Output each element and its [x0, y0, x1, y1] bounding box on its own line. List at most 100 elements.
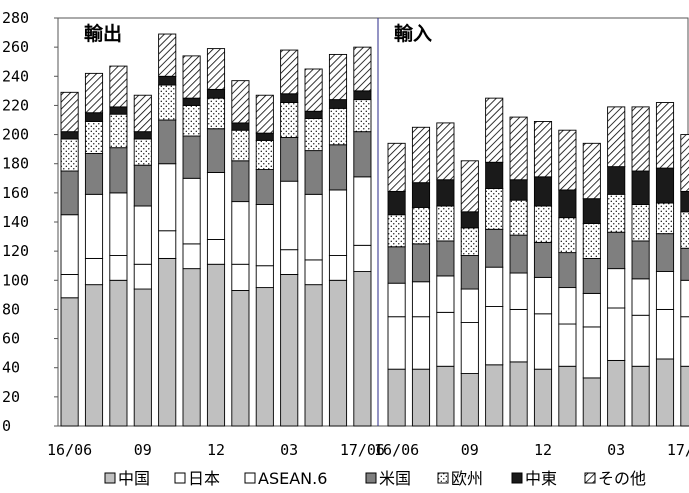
- bar-segment: [255, 287, 274, 427]
- bar-segment: [680, 247, 689, 281]
- bar-segment: [231, 129, 250, 162]
- bar-segment: [485, 161, 504, 189]
- bar-segment: [304, 284, 323, 427]
- y-tick-label: 40: [2, 359, 20, 377]
- bar-segment: [655, 102, 675, 169]
- bar-segment: [255, 204, 274, 267]
- bar-segment: [582, 326, 601, 379]
- bar-segment: [485, 266, 504, 307]
- bar-segment: [655, 308, 675, 360]
- bar-segment: [84, 257, 104, 286]
- bar-segment: [304, 118, 323, 152]
- legend-swatch: [365, 472, 377, 484]
- x-tick-label: 03: [280, 441, 298, 459]
- bar-segment: [485, 188, 504, 230]
- bar-segment: [631, 170, 650, 205]
- bar-segment: [109, 279, 128, 427]
- bar-segment: [485, 228, 504, 268]
- bar-segment: [680, 211, 689, 249]
- bar-segment: [387, 282, 406, 318]
- bar-segment: [353, 90, 372, 101]
- bar-segment: [582, 377, 601, 427]
- panel-title: 輸入: [394, 22, 432, 45]
- bar-segment: [509, 234, 528, 274]
- bar-segment: [304, 259, 323, 286]
- bar-segment: [328, 255, 348, 281]
- bar-segment: [631, 204, 650, 242]
- bar-segment: [436, 311, 455, 367]
- legend-label: 日本: [188, 469, 220, 488]
- legend-swatch: [244, 472, 256, 484]
- bar-segment: [582, 198, 601, 224]
- bar-segment: [280, 249, 299, 275]
- bar-segment: [582, 223, 601, 259]
- bar-segment: [509, 272, 528, 310]
- bar-segment: [231, 160, 250, 203]
- bar-segment: [533, 368, 553, 427]
- legend: 中国 日本 ASEAN.6 米国 欧州 中東 その他: [104, 469, 646, 488]
- legend-label: 中東: [525, 469, 557, 488]
- bar-segment: [582, 142, 601, 200]
- y-tick-label: 160: [2, 184, 29, 202]
- bar-segment: [231, 290, 250, 427]
- bar-segment: [558, 129, 577, 191]
- bar-segment: [182, 97, 201, 106]
- labels: 0 20 40 60 80 100 120 140 160 180 200 220 240 260 280 輸…: [2, 9, 689, 459]
- bar-segment: [655, 233, 675, 272]
- y-tick-label: 60: [2, 330, 20, 348]
- bar-segment: [387, 316, 406, 370]
- y-tick-label: 180: [2, 155, 29, 173]
- bar-segment: [631, 314, 650, 367]
- bars: [60, 33, 689, 427]
- bar-segment: [328, 107, 348, 146]
- panel-title: 輸出: [84, 22, 122, 45]
- bar-segment: [607, 307, 626, 361]
- bar-segment: [158, 163, 177, 232]
- x-tick-label: 12: [534, 441, 552, 459]
- bar-segment: [60, 274, 79, 299]
- x-tick-label: 17/06: [340, 441, 385, 459]
- bar-segment: [436, 240, 455, 277]
- legend-swatch: [511, 472, 523, 484]
- bar-segment: [60, 297, 79, 427]
- bar-segment: [353, 99, 372, 133]
- bar-segment: [353, 46, 372, 92]
- y-tick-label: 20: [2, 388, 20, 406]
- bar-segment: [436, 365, 455, 427]
- bar-segment: [133, 263, 152, 290]
- bar-segment: [558, 189, 577, 219]
- bar-segment: [411, 206, 431, 245]
- bar-segment: [353, 244, 372, 272]
- bar-segment: [182, 268, 201, 427]
- legend-swatch: [104, 472, 116, 484]
- bar-segment: [133, 94, 152, 133]
- bar-segment: [133, 164, 152, 207]
- bar-segment: [133, 131, 152, 140]
- bar-segment: [328, 99, 348, 109]
- bar-segment: [509, 308, 528, 363]
- bar-segment: [109, 113, 128, 149]
- x-tick-label: 17/06: [667, 441, 689, 459]
- bar-segment: [411, 368, 431, 427]
- bar-segment: [353, 176, 372, 246]
- bar-segment: [460, 322, 479, 374]
- bar-segment: [485, 97, 504, 163]
- bar-segment: [387, 142, 406, 192]
- bar-segment: [158, 33, 177, 77]
- bar-segment: [582, 292, 601, 328]
- bar-segment: [158, 230, 177, 259]
- bar-segment: [460, 255, 479, 290]
- bar-segment: [485, 306, 504, 366]
- bar-segment: [558, 217, 577, 254]
- bar-segment: [509, 361, 528, 427]
- x-tick-label: 16/06: [374, 441, 419, 459]
- bar-segment: [655, 358, 675, 427]
- bar-segment: [182, 55, 201, 99]
- bar-segment: [255, 94, 274, 134]
- bar-segment: [255, 132, 274, 141]
- y-tick-label: 140: [2, 213, 29, 231]
- bar-segment: [206, 239, 226, 265]
- bar-segment: [206, 88, 226, 99]
- bar-segment: [280, 180, 299, 251]
- bar-segment: [206, 172, 226, 240]
